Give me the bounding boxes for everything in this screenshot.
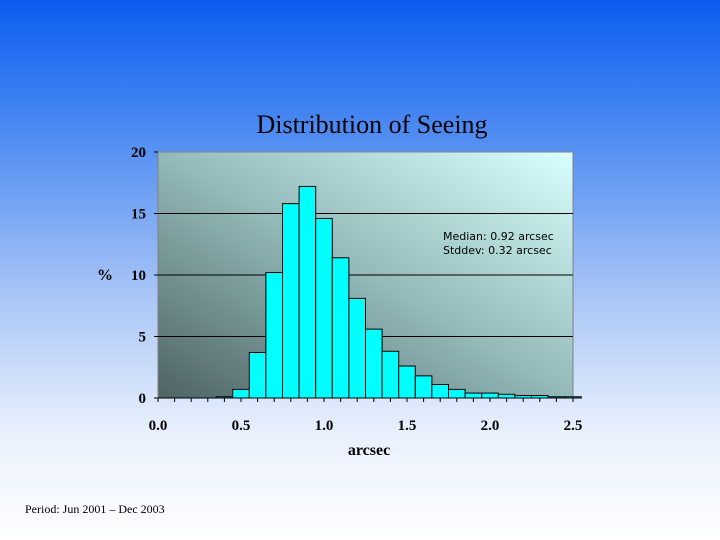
bar-3 [265, 272, 283, 399]
period-footnote: Period: Jun 2001 – Dec 2003 [25, 502, 165, 516]
bar-6 [315, 217, 333, 399]
bar-4 [282, 203, 300, 399]
bar-15 [464, 392, 483, 399]
x-tick-label-4: 2.0 [481, 418, 500, 434]
bar-14 [448, 388, 466, 399]
x-tick-label-0: 0.0 [149, 418, 168, 434]
median-annotation: Median: 0.92 arcsec [443, 230, 554, 243]
x-tick-label-5: 2.5 [564, 418, 583, 434]
bar-7 [331, 257, 350, 399]
y-tick-label-3: 15 [131, 207, 146, 223]
x-tick-label-2: 1.0 [315, 418, 334, 434]
bar-12 [414, 375, 433, 399]
y-tick-label-2: 10 [131, 268, 146, 284]
y-tick-label-4: 20 [131, 145, 146, 161]
bar-10 [381, 350, 400, 399]
y-axis-label: % [97, 267, 113, 284]
bar-9 [365, 328, 383, 399]
bar-8 [348, 297, 366, 399]
bar-5 [298, 185, 317, 399]
x-tick-label-3: 1.5 [398, 418, 417, 434]
bar-17 [497, 393, 516, 399]
bar-13 [431, 383, 449, 399]
bar-1 [232, 388, 250, 399]
x-tick-label-1: 0.5 [232, 418, 251, 434]
stddev-annotation: Stddev: 0.32 arcsec [443, 244, 552, 257]
y-tick-label-1: 5 [139, 330, 147, 346]
bar-2 [248, 351, 267, 399]
x-axis-label: arcsec [348, 442, 390, 459]
y-tick-label-0: 0 [139, 391, 147, 407]
chart-title: Distribution of Seeing [256, 110, 487, 139]
bar-16 [481, 392, 499, 399]
bar-11 [398, 365, 416, 399]
